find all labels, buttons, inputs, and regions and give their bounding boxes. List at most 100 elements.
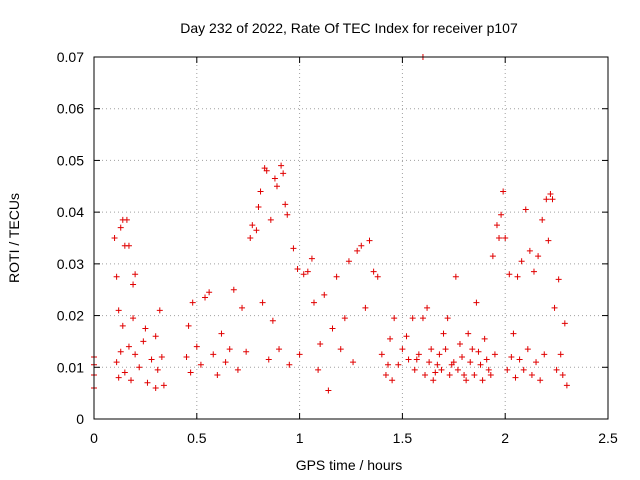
data-point — [128, 377, 135, 384]
data-point — [516, 356, 523, 363]
x-axis-label: GPS time / hours — [296, 457, 403, 473]
data-point — [156, 307, 163, 314]
data-point — [226, 346, 233, 353]
data-point — [193, 343, 200, 350]
data-point — [294, 266, 301, 273]
data-point — [362, 304, 369, 311]
data-point — [438, 366, 445, 373]
data-point — [487, 372, 494, 379]
data-point — [528, 372, 535, 379]
data-point — [282, 201, 289, 208]
data-point — [345, 258, 352, 265]
data-point — [267, 216, 274, 223]
data-point — [321, 291, 328, 298]
data-point — [403, 333, 410, 340]
data-point — [132, 351, 139, 358]
data-point — [132, 271, 139, 278]
axis-ticks: 0 0.01 0.02 0.03 0.04 0.05 0.06 0.07 0 0.5 1 1.5 2 2.… — [57, 49, 618, 446]
data-point — [296, 351, 303, 358]
data-point — [142, 325, 149, 332]
data-point — [271, 175, 278, 182]
data-point — [183, 353, 190, 360]
data-point — [117, 348, 124, 355]
data-point — [111, 235, 118, 241]
data-point — [115, 374, 122, 381]
data-point — [426, 359, 433, 366]
data-point — [526, 247, 533, 254]
data-point — [317, 341, 324, 348]
data-point — [358, 242, 365, 249]
data-point — [430, 377, 437, 384]
data-point — [446, 372, 453, 379]
data-point — [325, 387, 332, 394]
data-point — [491, 351, 498, 358]
data-point — [290, 245, 297, 252]
data-point — [413, 356, 420, 363]
data-point — [121, 369, 128, 376]
data-point — [113, 273, 120, 280]
data-point — [123, 216, 130, 223]
data-point — [504, 366, 511, 373]
data-point — [428, 346, 435, 353]
data-point — [461, 372, 468, 379]
data-point — [389, 377, 396, 384]
data-point — [520, 366, 527, 373]
data-point — [158, 353, 165, 360]
data-point — [535, 253, 542, 260]
data-point — [415, 351, 422, 358]
data-point — [485, 366, 492, 373]
chart-title: Day 232 of 2022, Rate Of TEC Index for r… — [180, 20, 518, 36]
y-tick-label: 0 — [76, 411, 84, 427]
data-point — [337, 346, 344, 353]
data-point — [210, 351, 217, 358]
data-point — [543, 196, 550, 203]
data-point — [144, 379, 151, 386]
data-point — [514, 273, 521, 280]
data-point — [130, 281, 137, 288]
data-point — [115, 307, 122, 314]
data-point — [553, 366, 560, 373]
data-point — [463, 377, 470, 384]
data-point — [508, 353, 515, 360]
data-points — [91, 54, 570, 394]
x-tick-label: 0.5 — [187, 430, 207, 446]
data-point — [218, 330, 225, 337]
data-point — [444, 315, 451, 322]
data-point — [385, 361, 392, 368]
data-point — [559, 372, 566, 379]
data-point — [496, 235, 503, 241]
data-point — [411, 366, 418, 373]
x-tick-label: 2.5 — [598, 430, 618, 446]
data-point — [498, 211, 505, 218]
data-point — [259, 299, 266, 306]
data-point — [500, 188, 507, 195]
data-point — [493, 222, 500, 229]
data-point — [280, 170, 287, 177]
data-point — [284, 211, 291, 218]
data-point — [452, 273, 459, 280]
data-point — [341, 315, 348, 322]
y-tick-label: 0.03 — [57, 256, 84, 272]
data-point — [263, 167, 270, 174]
data-point — [465, 330, 472, 337]
data-point — [382, 372, 389, 379]
data-point — [257, 188, 264, 195]
data-point — [249, 222, 256, 229]
data-point — [366, 237, 373, 244]
data-point — [130, 315, 137, 322]
data-point — [440, 330, 447, 337]
data-point — [329, 325, 336, 332]
x-tick-label: 1 — [296, 430, 304, 446]
data-point — [253, 227, 260, 234]
data-point — [148, 356, 155, 363]
data-point — [239, 304, 246, 311]
data-point — [456, 341, 463, 348]
data-point — [555, 276, 562, 283]
data-point — [119, 322, 126, 329]
data-point — [276, 346, 283, 353]
data-point — [222, 359, 229, 366]
data-point — [537, 377, 544, 384]
data-point — [187, 369, 194, 376]
data-point — [549, 196, 556, 203]
